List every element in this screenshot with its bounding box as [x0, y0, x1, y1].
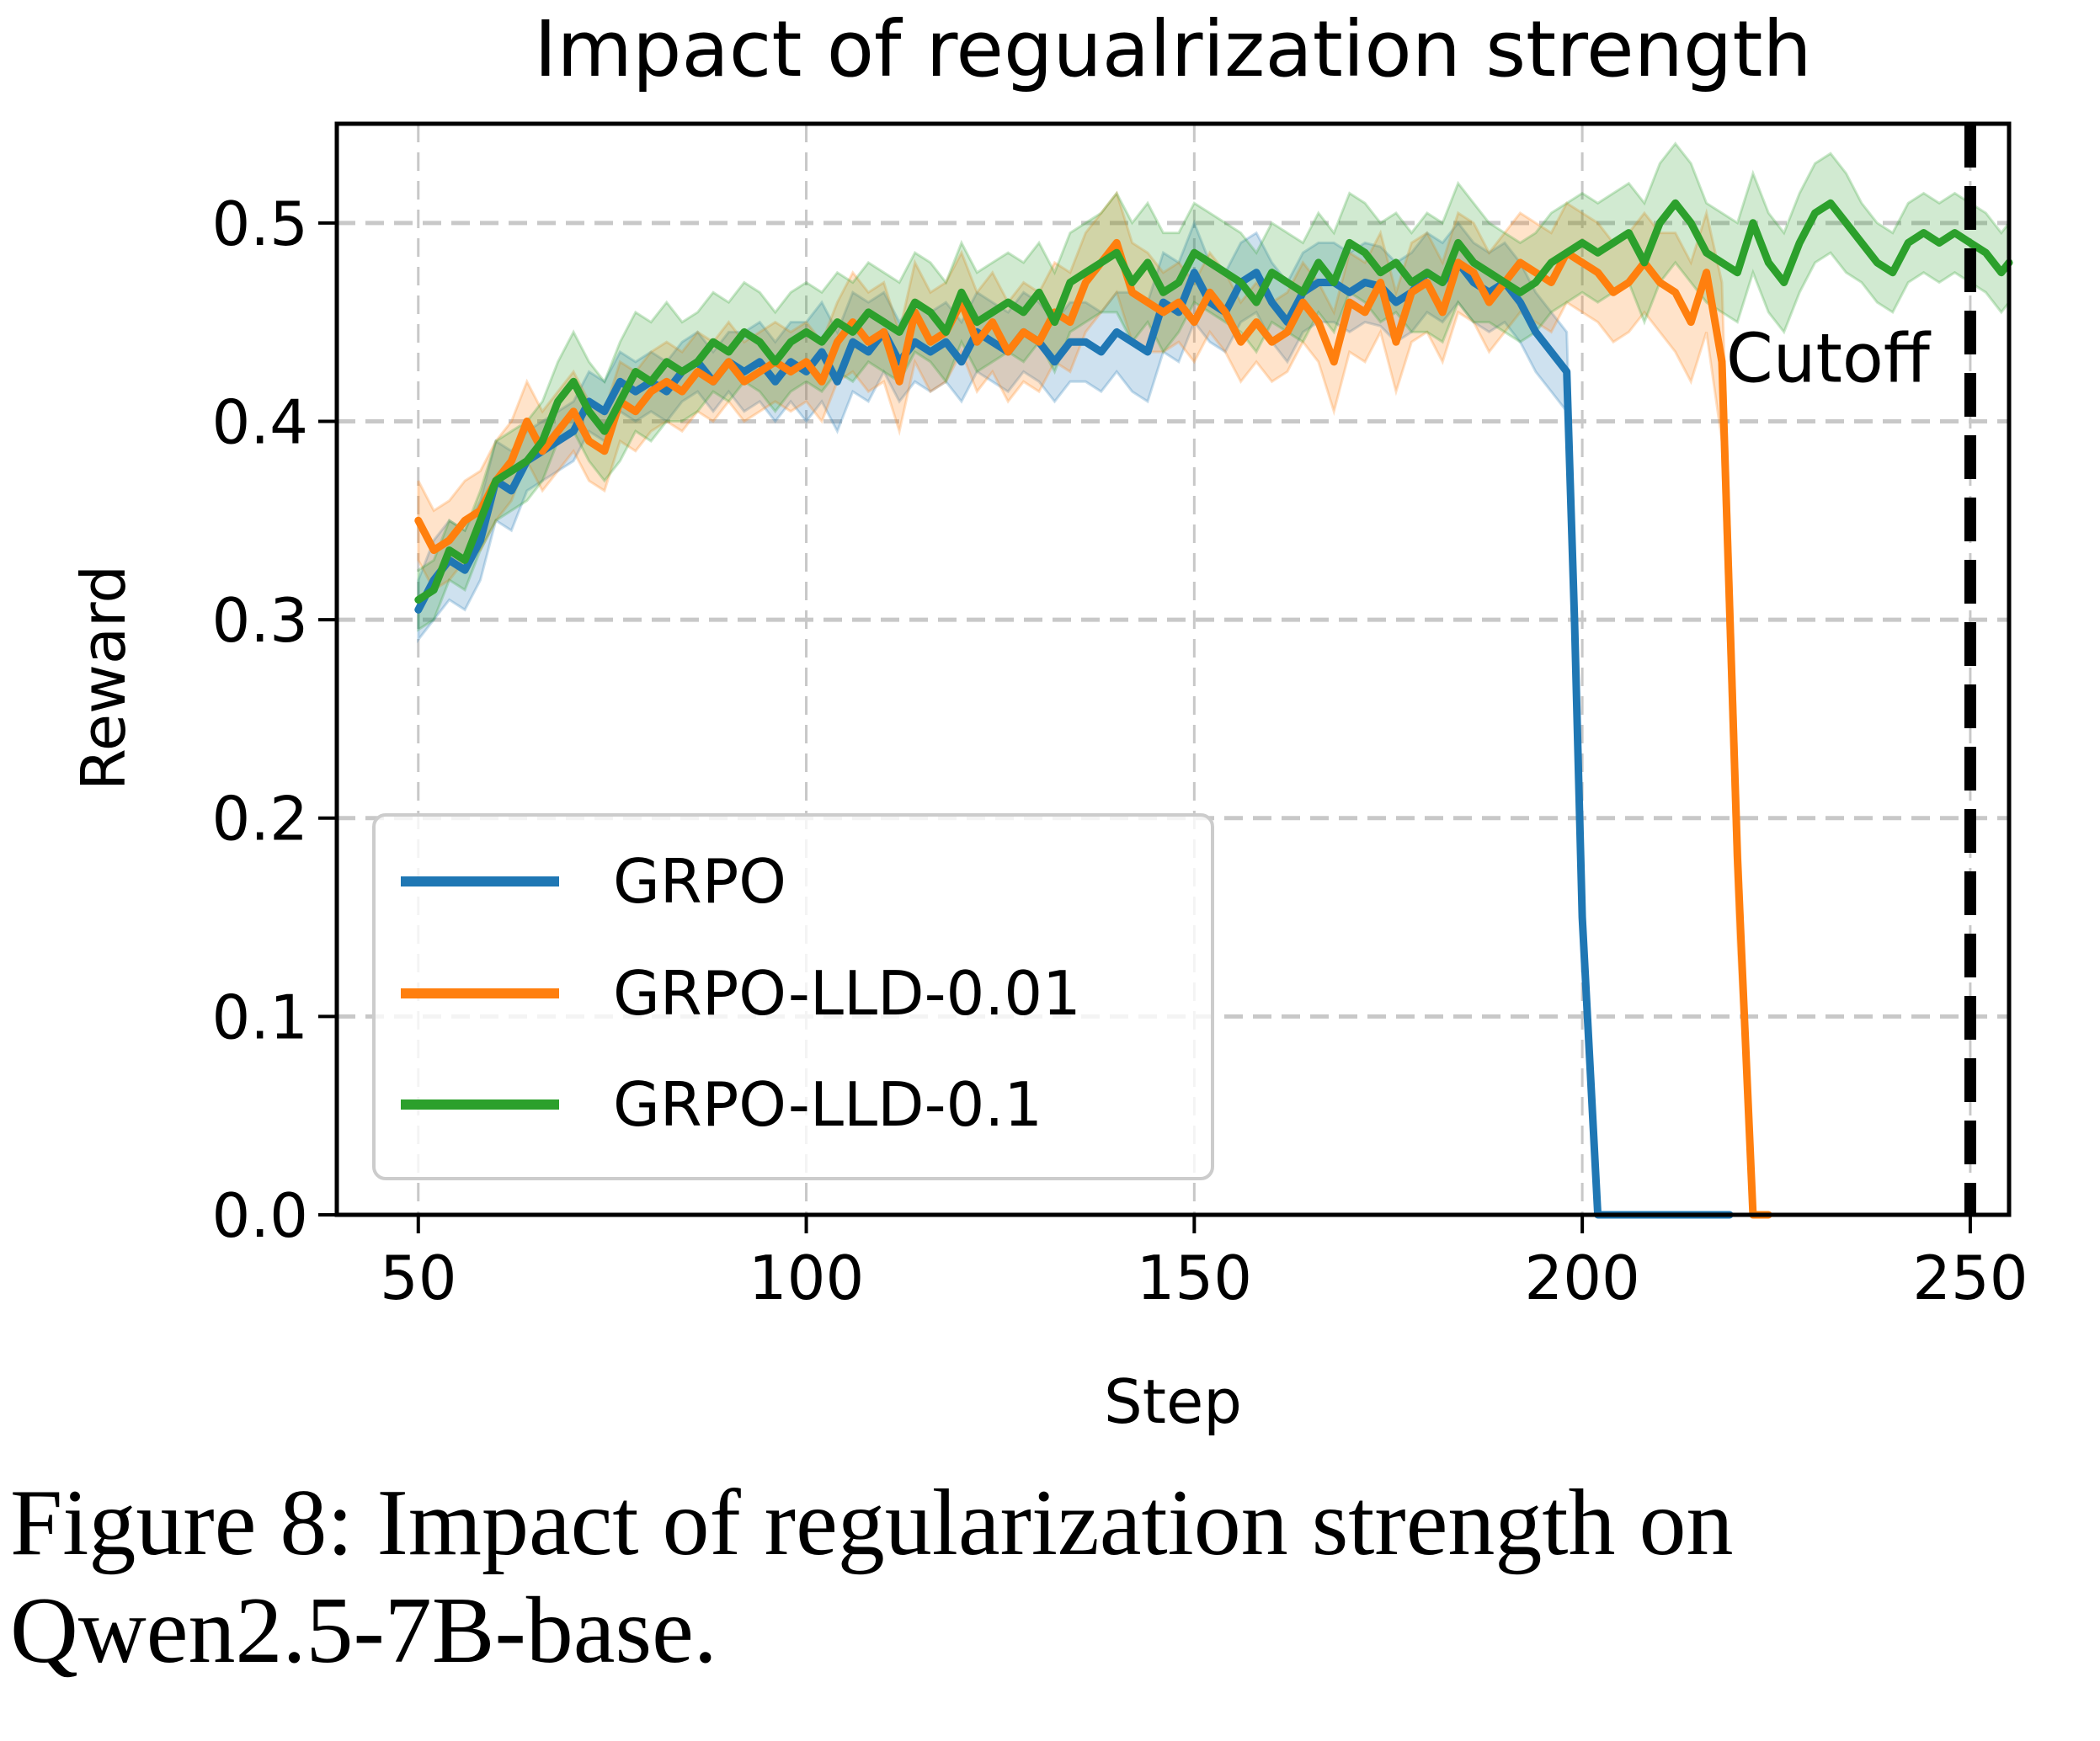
x-axis-ticks: 50 100 150 200 250 [380, 1215, 2028, 1313]
x-tick-label: 150 [1137, 1243, 1252, 1313]
figure-caption: Figure 8: Impact of regularization stren… [10, 1469, 2098, 1685]
y-tick-label: 0.5 [211, 189, 308, 259]
line-grpo-lld-0-1 [414, 199, 2013, 604]
y-tick-label: 0.4 [211, 386, 308, 457]
plot-frame [334, 121, 2012, 1217]
x-tick-label: 250 [1912, 1243, 2028, 1313]
caption-line-2: Qwen2.5-7B-base. [10, 1579, 717, 1683]
y-tick-label: 0.0 [211, 1180, 308, 1251]
y-axis-ticks: 0.0 0.1 0.2 0.3 0.4 0.5 [211, 189, 337, 1251]
y-tick-label: 0.1 [211, 982, 308, 1052]
legend-label-grpo-lld-001: GRPO-LLD-0.01 [613, 958, 1081, 1029]
x-tick-label: 200 [1524, 1243, 1639, 1313]
chart-title: Impact of regualrization strength [534, 4, 1811, 94]
cutoff-label: Cutoff [1726, 319, 1932, 397]
y-tick-label: 0.2 [211, 784, 308, 855]
x-axis-label: Step [1104, 1366, 1242, 1437]
x-tick-label: 100 [749, 1243, 864, 1313]
y-tick-label: 0.3 [211, 585, 308, 656]
legend-box [372, 813, 1214, 1180]
chart: Impact of regualrization strength Cutoff… [68, 4, 2028, 1437]
legend-label-grpo: GRPO [613, 846, 786, 917]
x-tick-label: 50 [380, 1243, 457, 1313]
legend-label-grpo-lld-01: GRPO-LLD-0.1 [613, 1069, 1042, 1140]
caption-line-1: Figure 8: Impact of regularization stren… [10, 1471, 1734, 1575]
series-lines [414, 199, 2013, 1219]
legend: GRPO GRPO-LLD-0.01 GRPO-LLD-0.1 [372, 813, 1214, 1180]
y-axis-label: Reward [68, 565, 139, 791]
